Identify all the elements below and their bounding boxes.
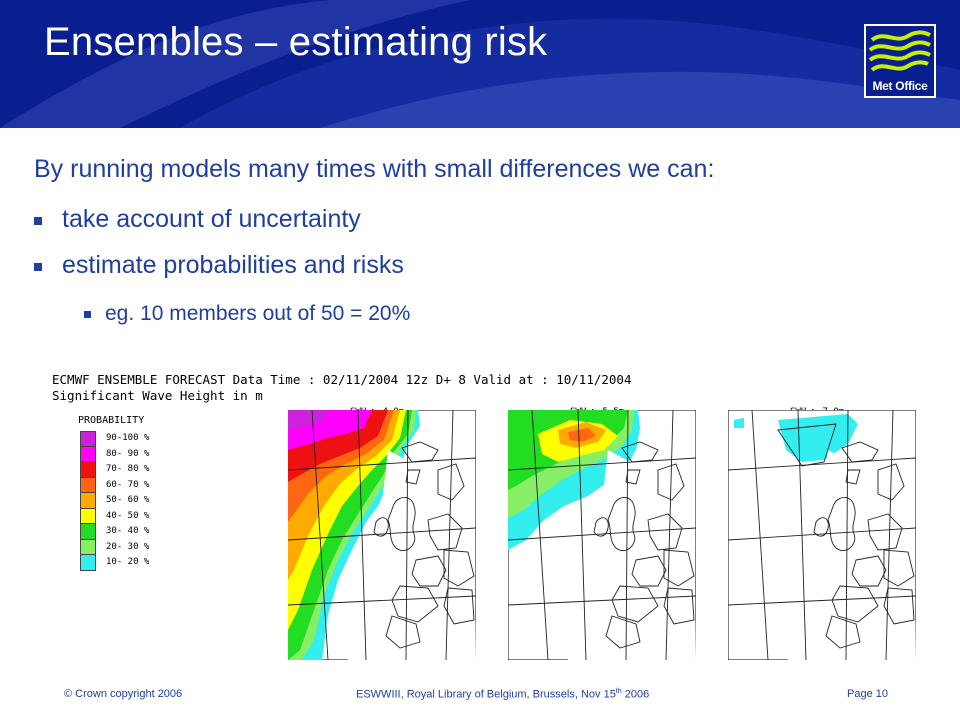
ensemble-forecast-figure: ECMWF ENSEMBLE FORECAST Data Time : 02/1…: [52, 370, 922, 660]
legend-row: 80- 90 %: [80, 446, 190, 462]
footer-page-number: Page 10: [847, 688, 888, 700]
legend-row: 20- 30 %: [80, 539, 190, 555]
legend-row: 30- 40 %: [80, 524, 190, 540]
legend-swatch: [80, 493, 96, 509]
legend-row: 50- 60 %: [80, 493, 190, 509]
bullet-square-icon: [84, 311, 91, 318]
footer-event-text: ESWWIII, Royal Library of Belgium, Bruss…: [356, 688, 616, 701]
bullet-square-icon: [34, 263, 42, 271]
legend-title: PROBABILITY: [78, 415, 145, 426]
legend-row: 60- 70 %: [80, 477, 190, 493]
sub-bullet-text: eg. 10 members out of 50 = 20%: [105, 302, 411, 325]
figure-header-line2: Significant Wave Height in m: [52, 388, 263, 403]
legend-swatch: [80, 477, 96, 493]
legend-row: 90-100 %: [80, 431, 190, 447]
slide-title: Ensembles – estimating risk: [44, 20, 548, 64]
probability-map-7m: [728, 410, 916, 660]
footer-event-sup: th: [615, 688, 622, 695]
met-office-logo: Met Office: [864, 24, 936, 98]
logo-text: Met Office: [872, 79, 928, 93]
legend-label: 80- 90 %: [106, 448, 150, 459]
footer-event: ESWWIII, Royal Library of Belgium, Bruss…: [356, 688, 649, 701]
legend-label: 20- 30 %: [106, 541, 150, 552]
probability-map-4m: [288, 410, 476, 660]
legend-label: 70- 80 %: [106, 464, 150, 474]
legend-row: 40- 50 %: [80, 508, 190, 524]
bullet-square-icon: [34, 217, 42, 225]
legend-swatch: [80, 431, 96, 447]
legend-row: 10- 20 %: [80, 555, 190, 571]
legend-swatch: [80, 462, 96, 478]
legend-swatch: [80, 446, 96, 462]
footer-event-year: 2006: [621, 688, 650, 701]
legend-row: 70- 80 %: [80, 462, 190, 478]
logo-wave-icon: [868, 30, 931, 72]
legend-label: 90-100 %: [106, 433, 150, 443]
legend-label: 30- 40 %: [106, 526, 150, 536]
legend-label: 50- 60 %: [106, 495, 150, 505]
probability-map-5-5m: [508, 410, 696, 660]
footer-copyright: © Crown copyright 2006: [64, 688, 183, 700]
legend-label: 60- 70 %: [106, 479, 150, 490]
legend-swatch: [80, 508, 96, 524]
legend-swatch: [80, 555, 96, 571]
header-wave-decoration: [0, 0, 960, 128]
legend-label: 40- 50 %: [106, 510, 150, 521]
figure-header-line1: ECMWF ENSEMBLE FORECAST Data Time : 02/1…: [52, 372, 632, 387]
legend-swatch: [80, 539, 96, 555]
legend-swatch: [80, 524, 96, 540]
probability-legend: 90-100 % 80- 90 % 70- 80 % 60- 70 % 50- 60 %…: [80, 431, 190, 571]
bullet-text: take account of uncertainty: [62, 205, 361, 233]
bullet-text: estimate probabilities and risks: [62, 251, 404, 279]
intro-text: By running models many times with small …: [34, 155, 715, 183]
legend-label: 10- 20 %: [106, 557, 150, 567]
slide-header: Ensembles – estimating risk Met Office: [0, 0, 960, 128]
